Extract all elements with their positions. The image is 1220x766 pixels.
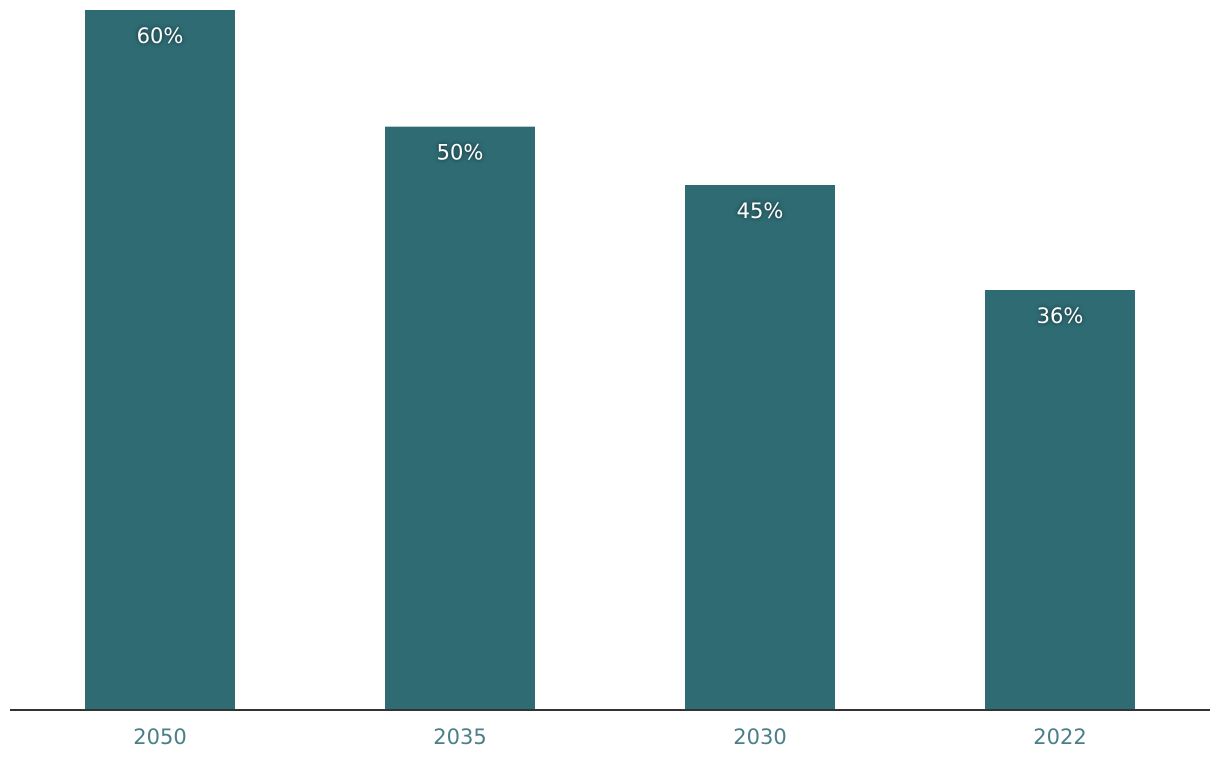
- x-tick-label: 2022: [1033, 725, 1086, 749]
- value-label: 36%: [1037, 304, 1084, 328]
- bar: [985, 290, 1135, 710]
- value-label: 60%: [137, 24, 184, 48]
- x-tick-label: 2035: [433, 725, 486, 749]
- x-tick-label: 2030: [733, 725, 786, 749]
- x-tick-label: 2050: [133, 725, 186, 749]
- bar: [385, 126, 535, 710]
- bar: [685, 185, 835, 710]
- value-label: 45%: [737, 199, 784, 223]
- bar: [85, 10, 235, 710]
- value-label: 50%: [437, 141, 484, 165]
